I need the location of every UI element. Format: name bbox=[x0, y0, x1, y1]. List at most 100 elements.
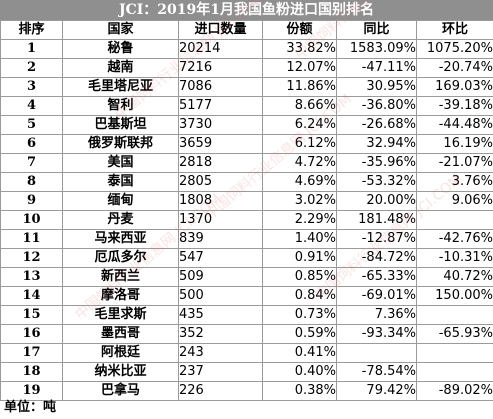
quantity-cell: 20214 bbox=[178, 39, 263, 59]
mom-cell bbox=[416, 210, 493, 230]
import-ranking-table: 排序 国家 进口数量 份额 同比 环比 1 秘鲁 20214 33.82% 1583.0… bbox=[0, 20, 493, 401]
rank-cell: 7 bbox=[0, 153, 63, 173]
mom-cell: 150.00% bbox=[416, 286, 493, 306]
unit-note: 单位：吨 bbox=[4, 399, 56, 417]
share-cell: 0.41% bbox=[262, 343, 337, 363]
country-cell: 泰国 bbox=[62, 172, 179, 192]
rank-cell: 16 bbox=[0, 324, 63, 344]
table-body: 1 秘鲁 20214 33.82% 1583.09% 1075.20% 2 越南 7216 12.… bbox=[0, 39, 493, 401]
table-row: 7 美国 2818 4.72% -35.96% -21.07% bbox=[0, 153, 493, 173]
mom-cell: -39.18% bbox=[416, 96, 493, 116]
share-cell: 33.82% bbox=[262, 39, 337, 59]
yoy-cell: -12.87% bbox=[336, 229, 417, 249]
share-cell: 0.73% bbox=[262, 305, 337, 325]
rank-cell: 15 bbox=[0, 305, 63, 325]
yoy-cell: -65.33% bbox=[336, 267, 417, 287]
country-cell: 马来西亚 bbox=[62, 229, 179, 249]
yoy-cell: -93.34% bbox=[336, 324, 417, 344]
table-row: 15 毛里求斯 435 0.73% 7.36% bbox=[0, 305, 493, 325]
table-row: 2 越南 7216 12.07% -47.11% -20.74% bbox=[0, 58, 493, 78]
table-row: 3 毛里塔尼亚 7086 11.86% 30.95% 169.03% bbox=[0, 77, 493, 97]
yoy-cell: 7.36% bbox=[336, 305, 417, 325]
rank-cell: 1 bbox=[0, 39, 63, 59]
rank-cell: 9 bbox=[0, 191, 63, 211]
rank-cell: 12 bbox=[0, 248, 63, 268]
quantity-cell: 435 bbox=[178, 305, 263, 325]
share-cell: 8.66% bbox=[262, 96, 337, 116]
table-row: 10 丹麦 1370 2.29% 181.48% bbox=[0, 210, 493, 230]
country-cell: 智利 bbox=[62, 96, 179, 116]
header-row: 排序 国家 进口数量 份额 同比 环比 bbox=[0, 20, 493, 40]
mom-cell: 3.76% bbox=[416, 172, 493, 192]
share-cell: 6.12% bbox=[262, 134, 337, 154]
header-rank: 排序 bbox=[0, 20, 63, 40]
share-cell: 2.29% bbox=[262, 210, 337, 230]
table-row: 19 巴拿马 226 0.38% 79.42% -89.02% bbox=[0, 381, 493, 401]
header-share: 份额 bbox=[262, 20, 337, 40]
mom-cell: -42.76% bbox=[416, 229, 493, 249]
table-row: 9 缅甸 1808 3.02% 20.00% 9.06% bbox=[0, 191, 493, 211]
table-row: 17 阿根廷 243 0.41% bbox=[0, 343, 493, 363]
quantity-cell: 3730 bbox=[178, 115, 263, 135]
country-cell: 毛里求斯 bbox=[62, 305, 179, 325]
quantity-cell: 1808 bbox=[178, 191, 263, 211]
share-cell: 0.38% bbox=[262, 381, 337, 401]
mom-cell: 40.72% bbox=[416, 267, 493, 287]
yoy-cell: -26.68% bbox=[336, 115, 417, 135]
share-cell: 1.40% bbox=[262, 229, 337, 249]
table-row: 12 厄瓜多尔 547 0.91% -84.72% -10.31% bbox=[0, 248, 493, 268]
rank-cell: 14 bbox=[0, 286, 63, 306]
share-cell: 4.69% bbox=[262, 172, 337, 192]
rank-cell: 11 bbox=[0, 229, 63, 249]
country-cell: 丹麦 bbox=[62, 210, 179, 230]
yoy-cell: 20.00% bbox=[336, 191, 417, 211]
quantity-cell: 5177 bbox=[178, 96, 263, 116]
rank-cell: 5 bbox=[0, 115, 63, 135]
table-row: 18 纳米比亚 237 0.40% -78.54% bbox=[0, 362, 493, 382]
table-row: 13 新西兰 509 0.85% -65.33% 40.72% bbox=[0, 267, 493, 287]
quantity-cell: 500 bbox=[178, 286, 263, 306]
mom-cell: 16.19% bbox=[416, 134, 493, 154]
rank-cell: 8 bbox=[0, 172, 63, 192]
yoy-cell: -78.54% bbox=[336, 362, 417, 382]
mom-cell: -21.07% bbox=[416, 153, 493, 173]
yoy-cell bbox=[336, 343, 417, 363]
yoy-cell: -36.80% bbox=[336, 96, 417, 116]
yoy-cell: -53.32% bbox=[336, 172, 417, 192]
quantity-cell: 226 bbox=[178, 381, 263, 401]
yoy-cell: 1583.09% bbox=[336, 39, 417, 59]
rank-cell: 10 bbox=[0, 210, 63, 230]
share-cell: 6.24% bbox=[262, 115, 337, 135]
country-cell: 纳米比亚 bbox=[62, 362, 179, 382]
share-cell: 12.07% bbox=[262, 58, 337, 78]
country-cell: 厄瓜多尔 bbox=[62, 248, 179, 268]
country-cell: 摩洛哥 bbox=[62, 286, 179, 306]
country-cell: 秘鲁 bbox=[62, 39, 179, 59]
mom-cell bbox=[416, 343, 493, 363]
header-quantity: 进口数量 bbox=[178, 20, 263, 40]
table-row: 16 墨西哥 352 0.59% -93.34% -65.93% bbox=[0, 324, 493, 344]
yoy-cell: -69.01% bbox=[336, 286, 417, 306]
quantity-cell: 547 bbox=[178, 248, 263, 268]
country-cell: 毛里塔尼亚 bbox=[62, 77, 179, 97]
mom-cell: -20.74% bbox=[416, 58, 493, 78]
quantity-cell: 2818 bbox=[178, 153, 263, 173]
quantity-cell: 839 bbox=[178, 229, 263, 249]
header-country: 国家 bbox=[62, 20, 179, 40]
share-cell: 11.86% bbox=[262, 77, 337, 97]
quantity-cell: 237 bbox=[178, 362, 263, 382]
rank-cell: 3 bbox=[0, 77, 63, 97]
rank-cell: 13 bbox=[0, 267, 63, 287]
mom-cell: 169.03% bbox=[416, 77, 493, 97]
table-title: JCI：2019年1月我国鱼粉进口国别排名 bbox=[0, 0, 493, 20]
yoy-cell: 32.94% bbox=[336, 134, 417, 154]
quantity-cell: 7086 bbox=[178, 77, 263, 97]
header-yoy: 同比 bbox=[336, 20, 417, 40]
table-row: 8 泰国 2805 4.69% -53.32% 3.76% bbox=[0, 172, 493, 192]
yoy-cell: -84.72% bbox=[336, 248, 417, 268]
mom-cell: -44.48% bbox=[416, 115, 493, 135]
mom-cell: 1075.20% bbox=[416, 39, 493, 59]
mom-cell: -10.31% bbox=[416, 248, 493, 268]
yoy-cell: 30.95% bbox=[336, 77, 417, 97]
yoy-cell: 79.42% bbox=[336, 381, 417, 401]
